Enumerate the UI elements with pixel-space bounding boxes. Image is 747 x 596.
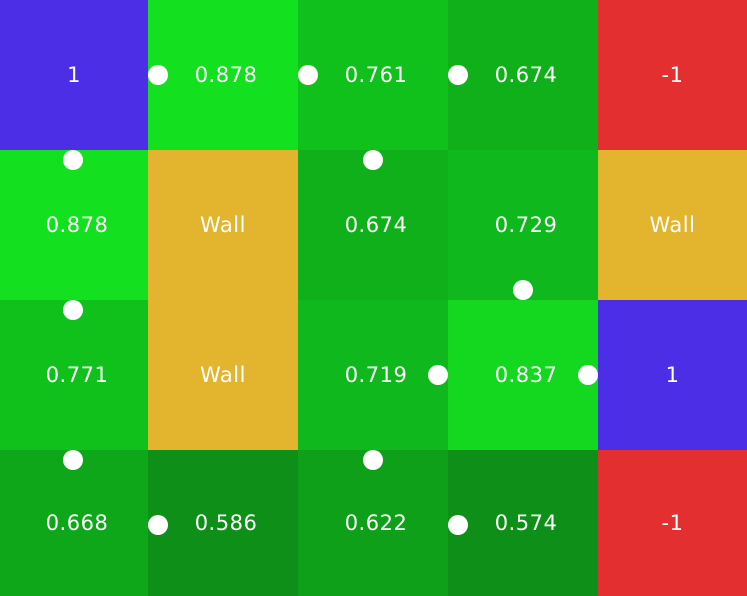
cell-value: Wall — [649, 213, 696, 237]
policy-dot-icon — [63, 450, 83, 470]
cell-value: 1 — [665, 363, 680, 387]
policy-dot-icon — [363, 450, 383, 470]
policy-dot-icon — [148, 65, 168, 85]
cell-value: 0.674 — [344, 213, 408, 237]
cell-1-4-wall: Wall — [598, 150, 747, 300]
cell-2-3[interactable]: 0.837 — [448, 300, 598, 450]
policy-dot-icon — [298, 65, 318, 85]
policy-dot-icon — [448, 65, 468, 85]
cell-value: 0.668 — [45, 511, 109, 535]
cell-2-1-wall: Wall — [148, 300, 298, 450]
cell-value: 0.574 — [494, 511, 558, 535]
cell-3-2[interactable]: 0.622 — [298, 450, 448, 596]
cell-3-4-terminal-negative[interactable]: -1 — [598, 450, 747, 596]
cell-3-0[interactable]: 0.668 — [0, 450, 148, 596]
cell-value: 0.761 — [344, 63, 408, 87]
policy-dot-icon — [63, 150, 83, 170]
cell-value: 0.719 — [344, 363, 408, 387]
policy-dot-icon — [578, 365, 598, 385]
cell-0-1[interactable]: 0.878 — [148, 0, 298, 150]
cell-0-0-terminal-positive[interactable]: 1 — [0, 0, 148, 150]
cell-value: 0.586 — [194, 511, 258, 535]
policy-dot-icon — [363, 150, 383, 170]
cell-3-1[interactable]: 0.586 — [148, 450, 298, 596]
policy-dot-icon — [428, 365, 448, 385]
cell-value: 0.878 — [45, 213, 109, 237]
cell-1-3[interactable]: 0.729 — [448, 150, 598, 300]
cell-1-1-wall: Wall — [148, 150, 298, 300]
cell-0-2[interactable]: 0.761 — [298, 0, 448, 150]
policy-dot-icon — [63, 300, 83, 320]
cell-value: 0.878 — [194, 63, 258, 87]
policy-dot-icon — [513, 280, 533, 300]
cell-1-0[interactable]: 0.878 — [0, 150, 148, 300]
cell-value: 1 — [67, 63, 81, 87]
cell-3-3[interactable]: 0.574 — [448, 450, 598, 596]
cell-0-4-terminal-negative[interactable]: -1 — [598, 0, 747, 150]
cell-value: 0.674 — [494, 63, 558, 87]
cell-value: 0.771 — [45, 363, 109, 387]
cell-value: 0.729 — [494, 213, 558, 237]
cell-value: 0.837 — [494, 363, 558, 387]
cell-1-2[interactable]: 0.674 — [298, 150, 448, 300]
cell-value: 0.622 — [344, 511, 408, 535]
cell-value: Wall — [200, 213, 246, 237]
cell-2-2[interactable]: 0.719 — [298, 300, 448, 450]
cell-2-0[interactable]: 0.771 — [0, 300, 148, 450]
cell-value: -1 — [661, 63, 684, 87]
cell-2-4-terminal-positive[interactable]: 1 — [598, 300, 747, 450]
cell-value: Wall — [200, 363, 246, 387]
cell-value: -1 — [661, 511, 684, 535]
cell-0-3[interactable]: 0.674 — [448, 0, 598, 150]
policy-dot-icon — [448, 515, 468, 535]
policy-dot-icon — [148, 515, 168, 535]
